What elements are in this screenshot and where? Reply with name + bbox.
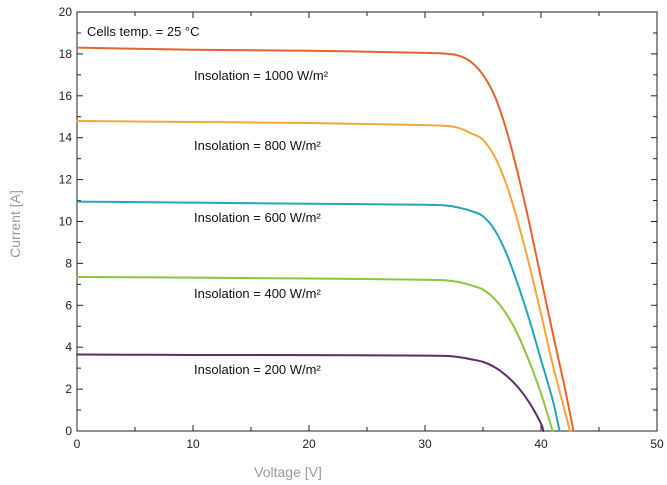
x-tick-label: 40: [534, 437, 548, 451]
y-tick-label: 12: [59, 173, 73, 187]
series-400-curve: [76, 276, 554, 432]
y-tick-label: 8: [65, 256, 72, 270]
series-layer: [76, 46, 575, 432]
series-label-800: Insolation = 800 W/m²: [194, 138, 321, 153]
series-label-1000: Insolation = 1000 W/m²: [194, 68, 329, 83]
series-200-curve: [76, 353, 545, 432]
y-tick-label: 16: [59, 89, 73, 103]
x-tick-label: 50: [650, 437, 664, 451]
series-label-600: Insolation = 600 W/m²: [194, 210, 321, 225]
x-tick-label: 10: [186, 437, 200, 451]
temperature-annotation: Cells temp. = 25 °C: [87, 24, 200, 39]
labels-layer: 0 10 20 30 40 50 0 2 4 6 8 10 12 14 16 18 20: [59, 5, 664, 451]
y-tick-label: 0: [65, 424, 72, 438]
y-tick-label: 10: [59, 215, 73, 229]
y-tick-label: 6: [65, 298, 72, 312]
y-tick-label: 4: [65, 340, 72, 354]
series-label-400: Insolation = 400 W/m²: [194, 286, 321, 301]
x-tick-label: 30: [418, 437, 432, 451]
x-tick-label: 20: [302, 437, 316, 451]
plot-frame: [76, 11, 658, 432]
y-tick-label: 20: [59, 5, 73, 19]
series-label-200: Insolation = 200 W/m²: [194, 362, 321, 377]
y-tick-label: 14: [59, 131, 73, 145]
series-600-curve: [76, 200, 561, 432]
y-tick-label: 18: [59, 47, 73, 61]
x-axis-title: Voltage [V]: [254, 464, 322, 480]
y-tick-label: 2: [65, 382, 72, 396]
plot-axes: [76, 11, 658, 432]
series-1000-curve: [76, 46, 575, 432]
series-800-curve: [76, 119, 571, 432]
y-axis-title: Current [A]: [7, 190, 23, 258]
x-tick-label: 0: [74, 437, 81, 451]
